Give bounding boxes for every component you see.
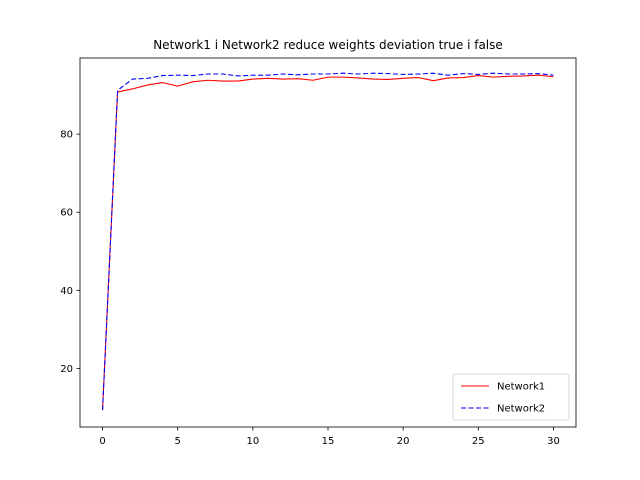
legend: Network1 Network2 xyxy=(452,373,570,421)
x-tick-label: 25 xyxy=(472,436,485,447)
x-tick-label: 0 xyxy=(99,436,105,447)
y-tick-label: 20 xyxy=(60,364,73,375)
legend-label-network1: Network1 xyxy=(497,382,545,393)
plot-area xyxy=(80,58,576,427)
y-axis: 20 40 60 80 xyxy=(60,130,80,375)
series-layer xyxy=(102,72,554,411)
y-tick-label: 60 xyxy=(60,208,73,219)
legend-label-network2: Network2 xyxy=(497,404,545,415)
chart-title: Network1 i Network2 reduce weights devia… xyxy=(153,38,503,52)
x-tick-label: 15 xyxy=(322,436,335,447)
x-tick-label: 5 xyxy=(175,436,181,447)
series-line-network1 xyxy=(102,74,554,410)
plot-frame xyxy=(79,57,577,428)
series-line-network2 xyxy=(102,72,554,411)
x-tick-label: 30 xyxy=(547,436,560,447)
x-axis: 0 5 10 15 20 25 30 xyxy=(99,427,560,447)
y-tick-label: 40 xyxy=(60,286,73,297)
x-tick-label: 20 xyxy=(397,436,410,447)
x-tick-label: 10 xyxy=(246,436,259,447)
y-tick-label: 80 xyxy=(60,130,73,141)
